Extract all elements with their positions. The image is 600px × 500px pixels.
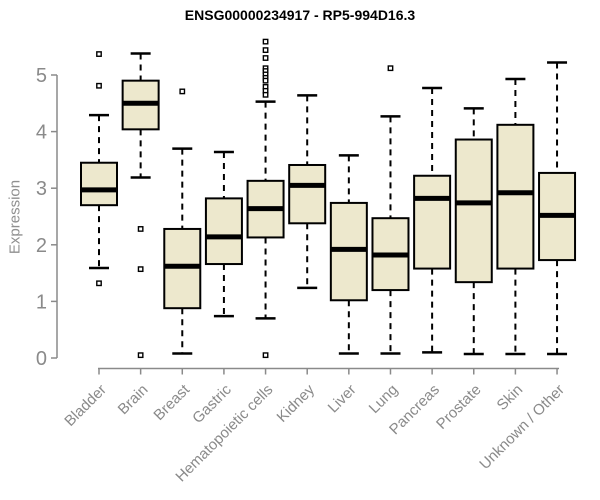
x-tick-label-breast: Breast [150,381,193,424]
box-breast [163,88,202,355]
y-tick-label: 2 [36,235,47,257]
y-tick-label: 1 [36,291,47,313]
box-unknown-other [538,61,577,356]
box-hematopoietic-cells [246,38,285,359]
outlier-point [179,88,186,95]
outlier-point [137,352,144,359]
y-tick-label: 5 [36,65,47,87]
outlier-point [96,51,102,57]
outlier-point [262,352,269,359]
box-kidney [288,94,327,290]
iqr-box [454,138,493,284]
outlier-point [262,38,269,45]
outlier-point [262,55,269,61]
y-tick-label: 3 [36,178,47,200]
outlier-point [137,266,144,273]
x-tick-label-brain: Brain [115,381,152,418]
box-lung [371,65,410,355]
box-pancreas [413,86,452,354]
x-tick-label-bladder: Bladder [61,381,110,430]
chart-title: ENSG00000234917 - RP5-994D16.3 [184,7,416,23]
outlier-point [262,47,269,53]
x-tick-label-lung: Lung [366,381,402,417]
y-tick-label: 4 [36,122,47,144]
box-liver [329,154,368,355]
iqr-box [496,123,535,270]
x-tick-label-prostate: Prostate [433,381,485,433]
y-tick-label: 0 [36,348,47,370]
box-skin [496,77,535,356]
box-prostate [454,107,493,356]
box-brain [121,52,160,359]
outlier-point [387,65,394,72]
y-axis: 0 1 2 3 4 5 [36,65,58,370]
x-tick-label-kidney: Kidney [274,381,319,426]
iqr-box [413,174,452,270]
x-tick-label-liver: Liver [325,381,360,416]
iqr-box [288,163,327,225]
outlier-point [262,91,269,98]
box-bladder [80,51,118,287]
iqr-box [204,197,243,266]
outlier-point [96,82,102,89]
box-gastric [204,150,243,318]
outlier-point [137,226,144,232]
outlier-point [96,280,102,287]
x-tick-label-skin: Skin [494,381,527,414]
iqr-box [80,161,118,207]
outlier-point [262,77,269,84]
